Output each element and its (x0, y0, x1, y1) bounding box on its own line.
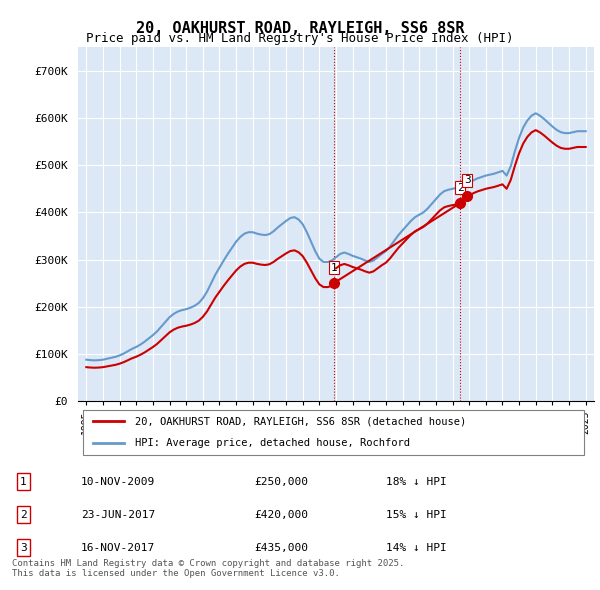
Text: 3: 3 (20, 543, 27, 553)
Text: £420,000: £420,000 (254, 510, 308, 520)
Text: HPI: Average price, detached house, Rochford: HPI: Average price, detached house, Roch… (135, 438, 410, 448)
Text: Price paid vs. HM Land Registry's House Price Index (HPI): Price paid vs. HM Land Registry's House … (86, 32, 514, 45)
Text: 18% ↓ HPI: 18% ↓ HPI (386, 477, 447, 487)
FancyBboxPatch shape (83, 409, 584, 455)
Text: 14% ↓ HPI: 14% ↓ HPI (386, 543, 447, 553)
Text: 20, OAKHURST ROAD, RAYLEIGH, SS6 8SR: 20, OAKHURST ROAD, RAYLEIGH, SS6 8SR (136, 21, 464, 35)
Text: Contains HM Land Registry data © Crown copyright and database right 2025.
This d: Contains HM Land Registry data © Crown c… (12, 559, 404, 578)
Text: 3: 3 (464, 175, 470, 185)
Text: 2: 2 (20, 510, 27, 520)
Text: 10-NOV-2009: 10-NOV-2009 (81, 477, 155, 487)
Text: £435,000: £435,000 (254, 543, 308, 553)
Text: 23-JUN-2017: 23-JUN-2017 (81, 510, 155, 520)
Text: 15% ↓ HPI: 15% ↓ HPI (386, 510, 447, 520)
Text: 20, OAKHURST ROAD, RAYLEIGH, SS6 8SR (detached house): 20, OAKHURST ROAD, RAYLEIGH, SS6 8SR (de… (135, 416, 466, 426)
Text: 1: 1 (20, 477, 27, 487)
Text: £250,000: £250,000 (254, 477, 308, 487)
Text: 16-NOV-2017: 16-NOV-2017 (81, 543, 155, 553)
Text: 2: 2 (457, 182, 464, 192)
Text: 1: 1 (330, 263, 337, 273)
